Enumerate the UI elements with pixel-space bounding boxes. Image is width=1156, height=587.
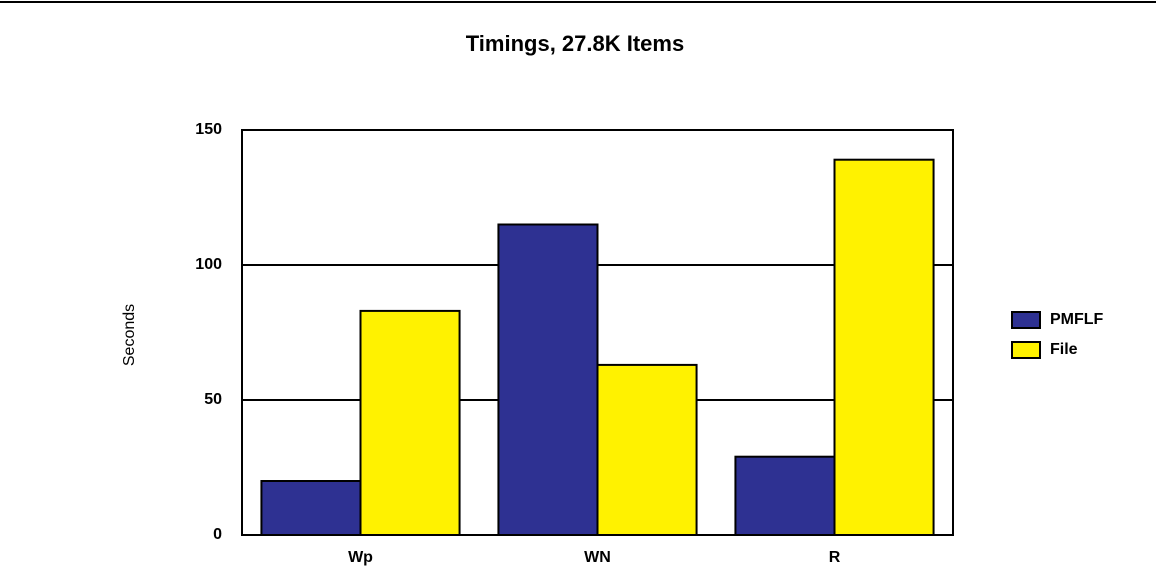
y-tick-label: 150 <box>195 121 222 138</box>
legend-label: File <box>1050 341 1078 358</box>
legend-swatch <box>1011 311 1041 329</box>
y-tick-label: 100 <box>195 256 222 273</box>
bar <box>596 363 698 536</box>
y-tick-label: 50 <box>204 391 222 408</box>
plot-border <box>241 129 954 536</box>
chart-title: Timings, 27.8K Items <box>466 31 684 56</box>
x-tick-label: Wp <box>348 549 373 566</box>
legend-label: PMFLF <box>1050 311 1104 328</box>
bar <box>359 309 461 536</box>
y-tick-label: 0 <box>213 526 222 543</box>
x-tick-label: R <box>829 549 841 566</box>
legend-swatch <box>1011 341 1041 359</box>
bar <box>260 480 362 536</box>
bar <box>497 223 599 536</box>
bar <box>734 455 836 537</box>
bar <box>833 158 935 536</box>
x-tick-label: WN <box>584 549 611 566</box>
y-axis-label: Seconds <box>121 304 138 366</box>
